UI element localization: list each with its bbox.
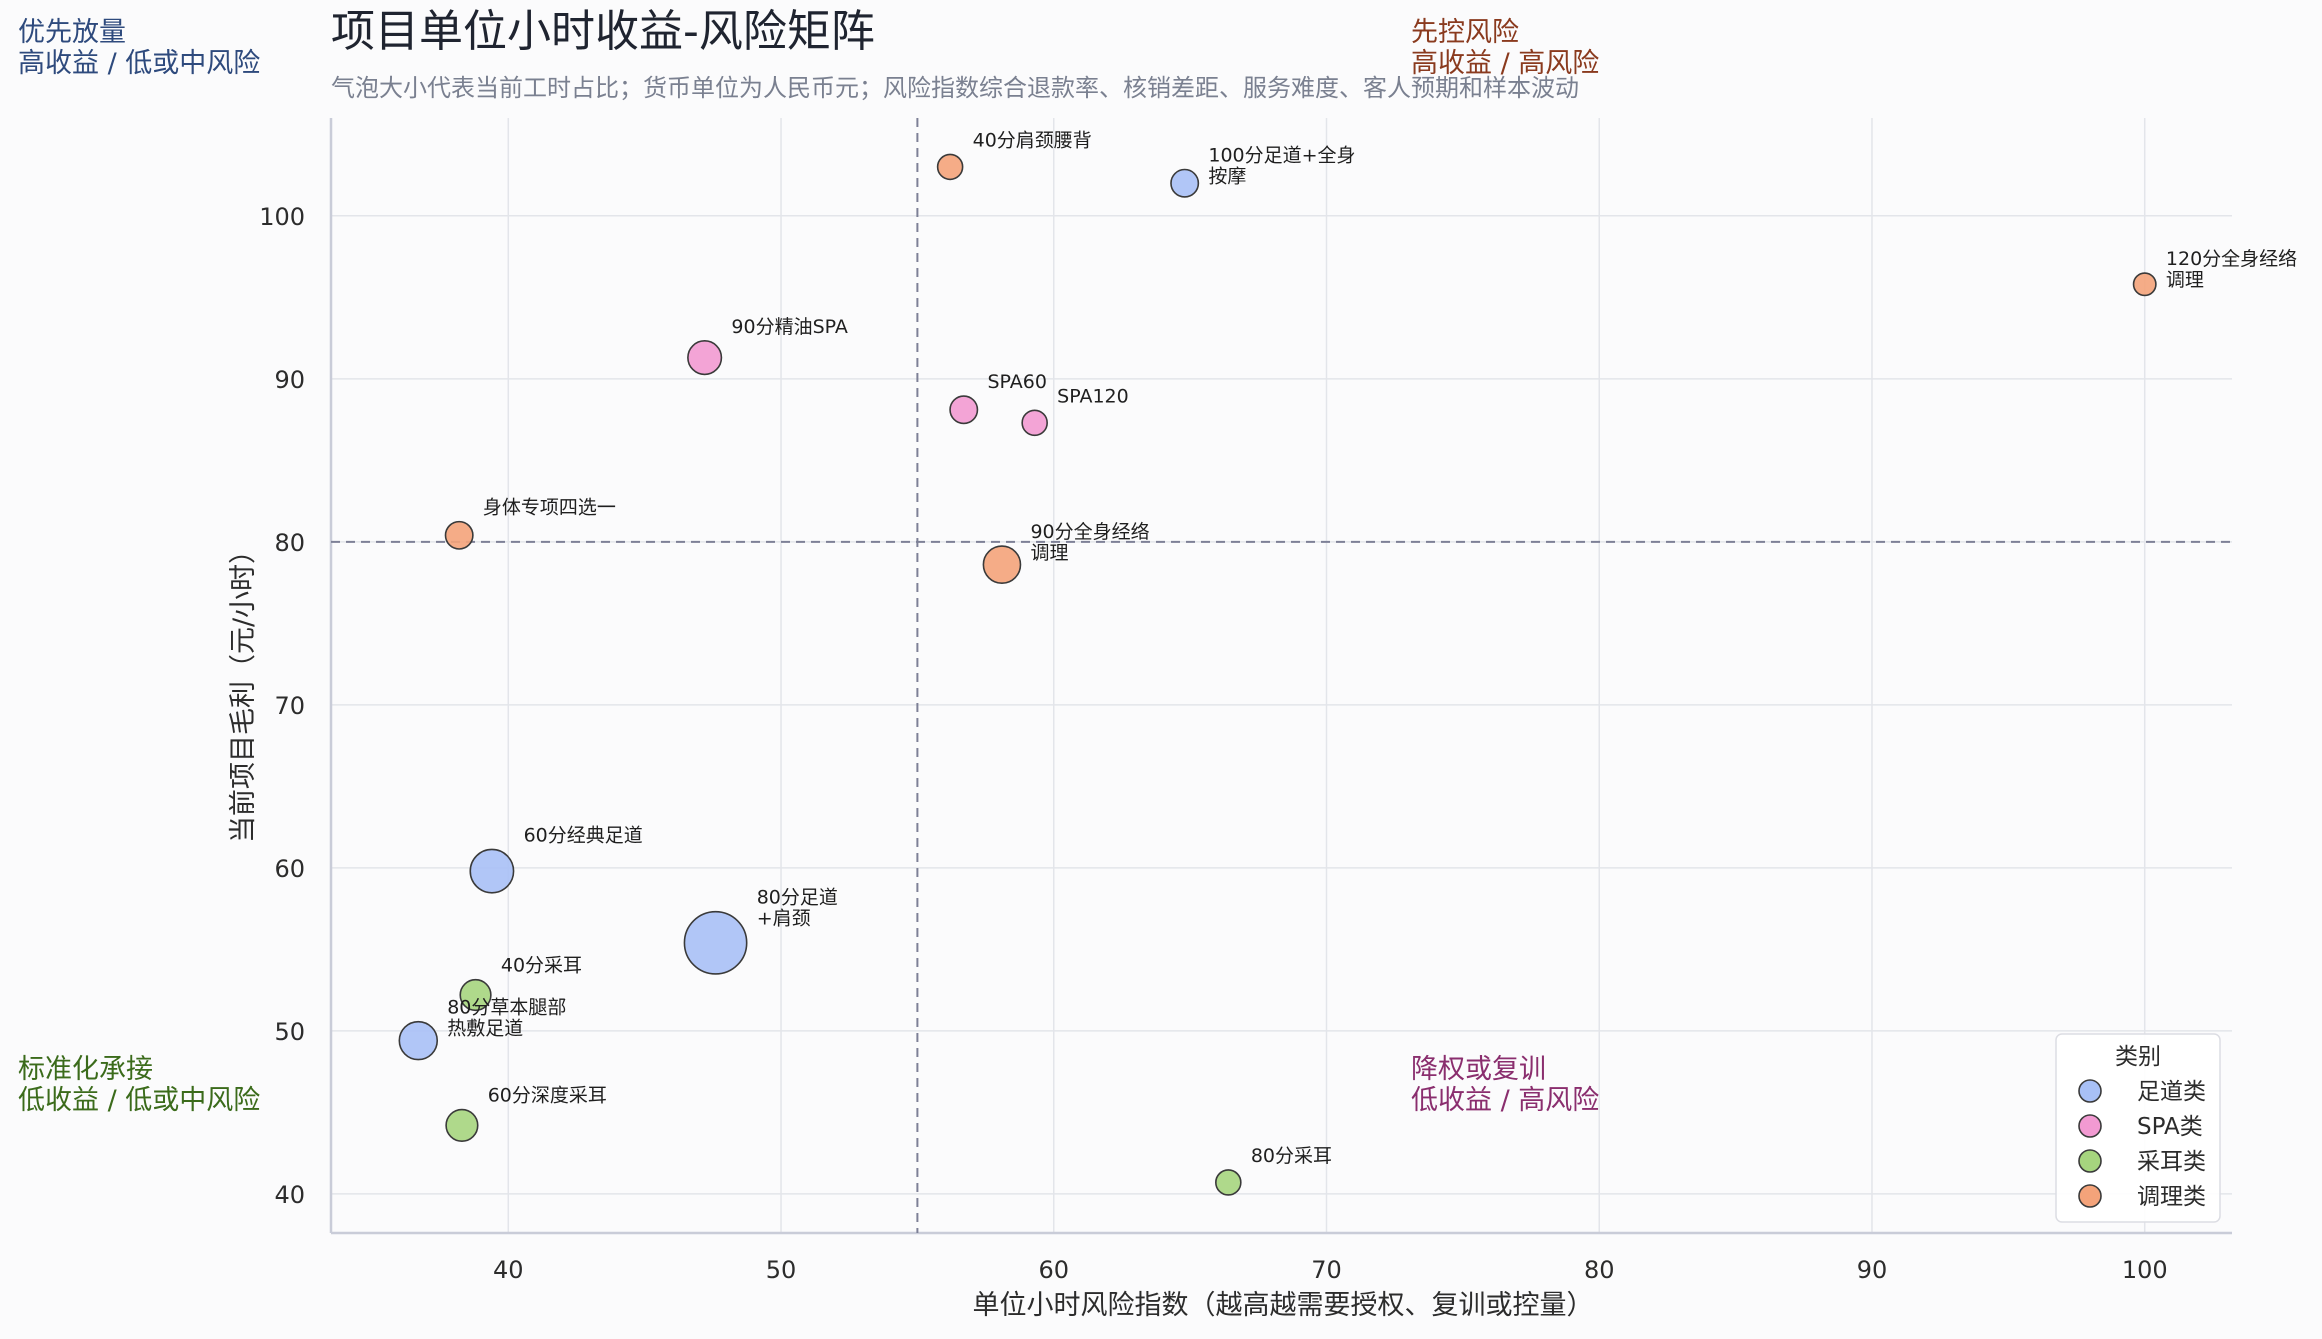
quadrant-label-top-right: 先控风险高收益 / 高风险	[1411, 17, 1599, 79]
x-tick-label: 40	[493, 1256, 524, 1284]
legend-box	[2055, 1033, 2221, 1223]
data-label: 120分全身经络调理	[2166, 248, 2297, 291]
y-tick-label: 50	[274, 1018, 305, 1046]
y-tick-label: 100	[259, 203, 305, 231]
quadrant-label-top-left: 优先放量高收益 / 低或中风险	[18, 17, 260, 79]
y-tick-label: 60	[274, 855, 305, 883]
chart-title: 项目单位小时收益-风险矩阵	[331, 6, 875, 57]
gridlines	[331, 118, 2232, 1233]
y-tick-label: 70	[274, 692, 305, 720]
y-tick-label: 80	[274, 529, 305, 557]
threshold-lines	[331, 118, 2232, 1233]
chart-subtitle: 气泡大小代表当前工时占比；货币单位为人民币元；风险指数综合退款率、核销差距、服务…	[331, 74, 1579, 102]
legend-title: 类别	[2115, 1044, 2161, 1070]
y-tick-label: 40	[274, 1181, 305, 1209]
bubble-point	[936, 153, 964, 181]
data-points	[398, 153, 2157, 1196]
quadrant-label-bottom-left: 标准化承接低收益 / 低或中风险	[18, 1054, 260, 1116]
bubble-point	[469, 848, 515, 894]
legend-swatch	[2078, 1149, 2102, 1173]
quadrant-label-bottom-right: 降权或复训低收益 / 高风险	[1411, 1054, 1599, 1116]
legend-entry: 足道类	[2137, 1079, 2206, 1105]
legend-swatch	[2078, 1184, 2102, 1208]
x-tick-label: 100	[2122, 1256, 2168, 1284]
data-label: SPA120	[1057, 385, 1129, 407]
bubble-point	[683, 910, 748, 975]
x-tick-label: 50	[766, 1256, 797, 1284]
bubble-point	[1215, 1169, 1242, 1196]
bubble-point	[445, 1108, 479, 1143]
data-label: 40分采耳	[501, 955, 582, 977]
data-label: 90分精油SPA	[731, 316, 847, 338]
data-label: 80分采耳	[1251, 1145, 1332, 1167]
legend-entry: SPA类	[2137, 1114, 2203, 1140]
bubble-point	[982, 545, 1022, 584]
data-label: 100分足道+全身按摩	[1208, 145, 1355, 188]
bubble-point	[1170, 168, 1200, 198]
x-tick-label: 70	[1311, 1256, 1342, 1284]
data-label: 40分肩颈腰背	[973, 129, 1092, 151]
data-label: 身体专项四选一	[483, 497, 616, 519]
data-label: 60分深度采耳	[488, 1085, 607, 1107]
axes: 40 50 60 70 80 90 100 40 50 60 70 80 90 100	[259, 118, 2232, 1284]
bubble-point	[444, 520, 474, 550]
data-label: 90分全身经络调理	[1030, 521, 1149, 564]
x-tick-label: 90	[1857, 1256, 1888, 1284]
legend-swatch	[2078, 1079, 2102, 1103]
data-label: 60分经典足道	[524, 824, 643, 846]
point-labels: 40分肩颈腰背 100分足道+全身按摩 120分全身经络调理 90分精油SPA SPA6…	[447, 129, 2297, 1167]
data-label: 80分草本腿部热敷足道	[447, 997, 566, 1040]
legend-entry: 采耳类	[2137, 1149, 2206, 1175]
x-axis-label: 单位小时风险指数（越高越需要授权、复训或控量）	[973, 1290, 1594, 1321]
bubble-point	[949, 395, 979, 425]
bubble-point	[687, 340, 723, 376]
bubble-point	[459, 978, 492, 1012]
bubble-point	[2132, 272, 2157, 297]
legend-swatch	[2078, 1114, 2102, 1138]
x-tick-label: 60	[1038, 1256, 1069, 1284]
bubble-point	[1021, 409, 1048, 437]
legend-entry: 调理类	[2137, 1184, 2206, 1210]
y-axis-label: 当前项目毛利（元/小时）	[228, 537, 259, 843]
bubble-point	[398, 1020, 439, 1061]
y-tick-label: 90	[274, 366, 305, 394]
data-label: SPA60	[987, 371, 1046, 393]
data-label: 80分足道+肩颈	[757, 887, 838, 930]
x-tick-label: 80	[1584, 1256, 1615, 1284]
